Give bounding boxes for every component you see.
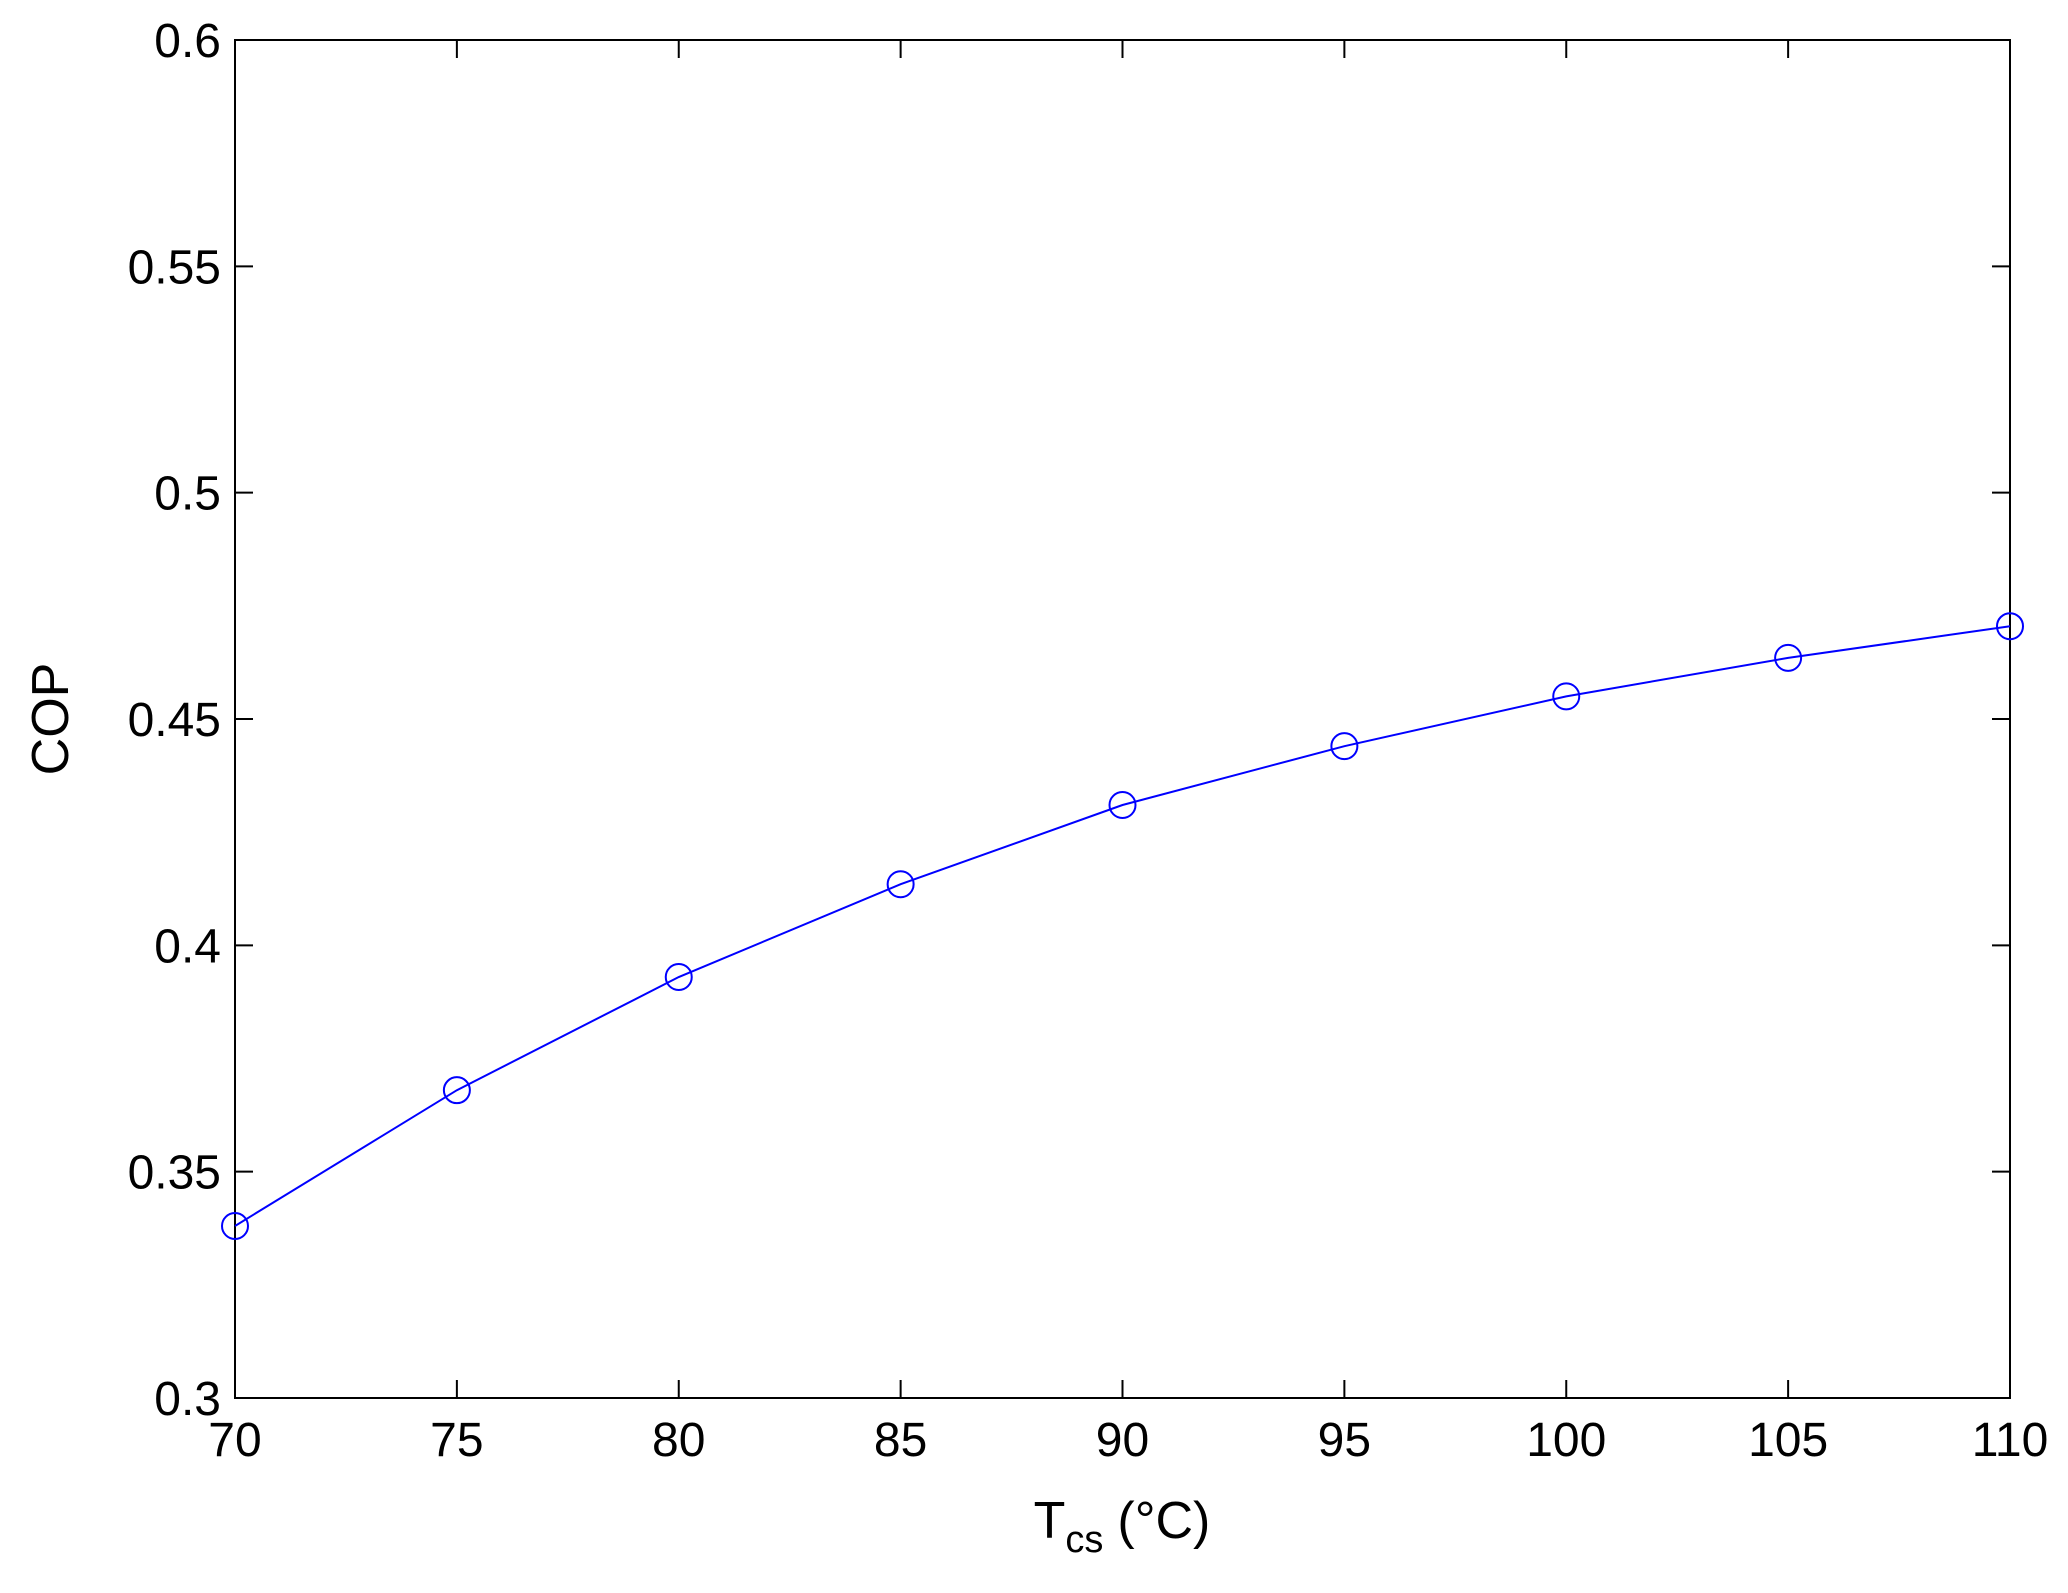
data-point [442, 1076, 471, 1105]
data-point [221, 1211, 249, 1240]
data-point [664, 963, 693, 992]
x-tick-labels: 70 75 80 85 90 95 100 105 110 [208, 1414, 2048, 1467]
data-point [1108, 791, 1137, 820]
x-tick-label: 95 [1318, 1414, 1371, 1467]
y-tick-label: 0.35 [128, 1147, 221, 1200]
x-axis-label-unit: (°C) [1117, 1492, 1210, 1550]
x-axis-label: Tcs (°C) [1034, 1492, 1211, 1561]
data-point [1774, 643, 1803, 672]
x-tick-label: 70 [208, 1414, 261, 1467]
x-axis-label-main: T [1034, 1492, 1066, 1550]
x-tick-label: 105 [1748, 1414, 1828, 1467]
y-axis-label: COP [22, 663, 80, 776]
data-point [1996, 612, 2024, 641]
x-tick-label: 85 [874, 1414, 927, 1467]
y-tick-label: 0.6 [154, 15, 221, 68]
x-tick-label: 100 [1526, 1414, 1606, 1467]
x-tick-label: 110 [1972, 1414, 2049, 1467]
y-tick-label: 0.55 [128, 241, 221, 294]
y-tick-label: 0.4 [154, 920, 221, 973]
plot-area [234, 39, 2011, 1399]
y-tick-label: 0.5 [154, 468, 221, 521]
x-tick-label: 75 [430, 1414, 483, 1467]
series-line [234, 625, 2011, 1227]
data-point [1552, 682, 1581, 711]
data-point [886, 870, 915, 899]
x-axis-label-sub: cs [1065, 1519, 1103, 1561]
x-tick-label: 80 [652, 1414, 705, 1467]
y-tick-labels: 0.3 0.35 0.4 0.45 0.5 0.55 0.6 [128, 15, 221, 1426]
x-tick-label: 90 [1096, 1414, 1149, 1467]
axis-ticks [234, 39, 2011, 1399]
y-tick-label: 0.3 [154, 1373, 221, 1426]
series-layer [221, 612, 2024, 1240]
data-point [1330, 732, 1359, 761]
y-tick-label: 0.45 [128, 694, 221, 747]
